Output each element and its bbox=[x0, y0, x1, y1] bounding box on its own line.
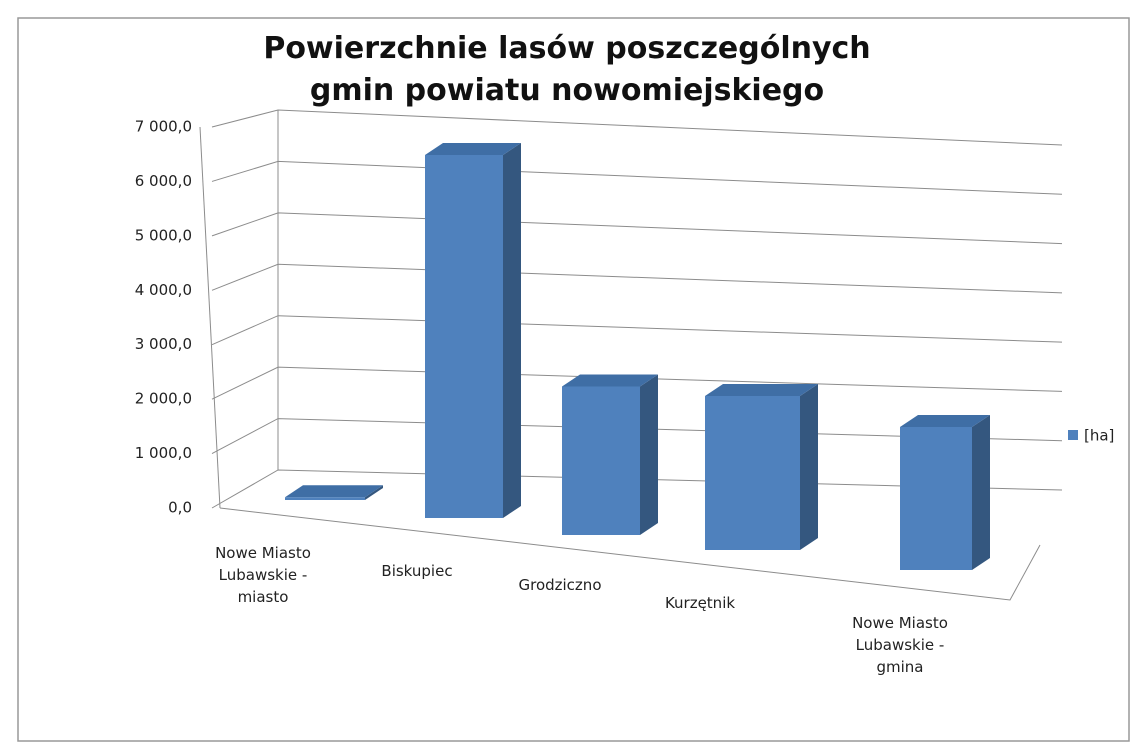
bar-front bbox=[285, 497, 365, 500]
bar-side bbox=[503, 143, 521, 518]
legend-swatch bbox=[1068, 430, 1078, 440]
grid-line bbox=[211, 315, 1063, 346]
grid-line bbox=[211, 160, 1063, 195]
bar-front bbox=[562, 386, 640, 535]
bar-top bbox=[425, 143, 521, 155]
grid-line bbox=[211, 263, 1063, 294]
bar bbox=[562, 374, 658, 535]
chart-title: Powierzchnie lasów poszczególnych gmin p… bbox=[263, 31, 871, 108]
grid-line bbox=[211, 109, 1063, 146]
x-tick-label: Nowe Miasto Lubawskie - gmina bbox=[852, 614, 948, 676]
bar-front bbox=[900, 427, 972, 570]
bar-top bbox=[705, 384, 818, 396]
bar bbox=[425, 143, 521, 518]
y-tick-label: 1 000,0 bbox=[135, 444, 192, 462]
x-tick-label: Nowe Miasto Lubawskie - miasto bbox=[215, 544, 311, 606]
bar bbox=[900, 415, 990, 570]
bar-side bbox=[640, 374, 658, 535]
floor-edge bbox=[219, 507, 1041, 601]
y-tick-label: 7 000,0 bbox=[135, 118, 192, 136]
y-tick-label: 3 000,0 bbox=[135, 335, 192, 353]
frame bbox=[17, 17, 1130, 742]
legend-label: [ha] bbox=[1084, 427, 1114, 445]
y-axis bbox=[199, 126, 221, 509]
bar-front bbox=[425, 155, 503, 518]
bar-top bbox=[285, 485, 383, 498]
y-tick-label: 0,0 bbox=[168, 499, 192, 517]
y-tick-label: 6 000,0 bbox=[135, 172, 192, 190]
grid-line bbox=[211, 212, 1063, 245]
y-tick-label: 4 000,0 bbox=[135, 281, 192, 299]
bar bbox=[285, 485, 383, 500]
bar bbox=[705, 384, 818, 550]
bar-side bbox=[800, 384, 818, 550]
bar-front bbox=[705, 396, 800, 550]
bar-side bbox=[972, 415, 990, 570]
bar-side bbox=[365, 485, 383, 500]
bar-top bbox=[900, 415, 990, 427]
y-tick-label: 2 000,0 bbox=[135, 390, 192, 408]
x-tick-label: Biskupiec bbox=[381, 562, 453, 580]
bar-top bbox=[562, 374, 658, 387]
y-tick-label: 5 000,0 bbox=[135, 226, 192, 244]
x-tick-label: Kurzętnik bbox=[664, 594, 736, 612]
x-tick-label: Grodziczno bbox=[518, 576, 602, 594]
